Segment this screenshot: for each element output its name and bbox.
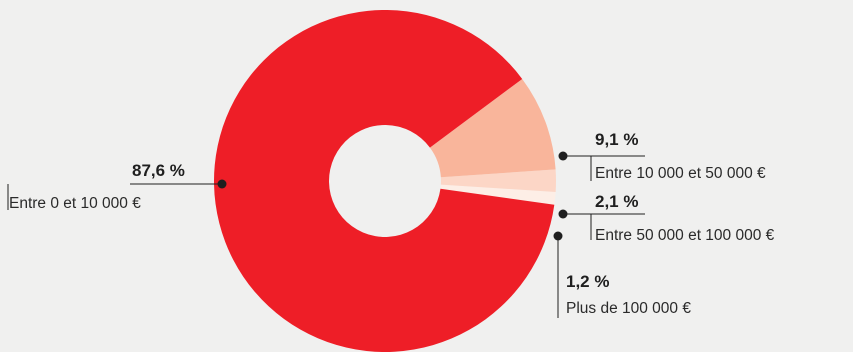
slice-1-label: Entre 10 000 et 50 000 €: [595, 165, 766, 182]
callout-2-dot: [558, 209, 568, 219]
slice-0-percent: 87,6 %: [132, 161, 185, 180]
slice-0-label: Entre 0 et 10 000 €: [9, 195, 141, 212]
slice-3-label: Plus de 100 000 €: [566, 300, 691, 317]
slice-3: [440, 184, 556, 205]
slice-2-percent: 2,1 %: [595, 192, 638, 211]
callout-1: 9,1 % Entre 10 000 et 50 000 €: [558, 130, 766, 182]
slices-group: [213, 9, 556, 352]
slice-1: [429, 78, 556, 178]
callout-0-dot: [217, 179, 227, 189]
slice-0: [213, 9, 555, 352]
callout-3-dot: [553, 231, 563, 241]
callout-3: 1,2 % Plus de 100 000 €: [553, 231, 691, 318]
callout-2: 2,1 % Entre 50 000 et 100 000 €: [558, 192, 775, 244]
slice-2-label: Entre 50 000 et 100 000 €: [595, 227, 775, 244]
callout-0: 87,6 % Entre 0 et 10 000 €: [7, 161, 227, 212]
slice-3-percent: 1,2 %: [566, 272, 609, 291]
slice-2: [440, 169, 556, 192]
callout-1-dot: [558, 151, 568, 161]
slice-1-percent: 9,1 %: [595, 130, 638, 149]
